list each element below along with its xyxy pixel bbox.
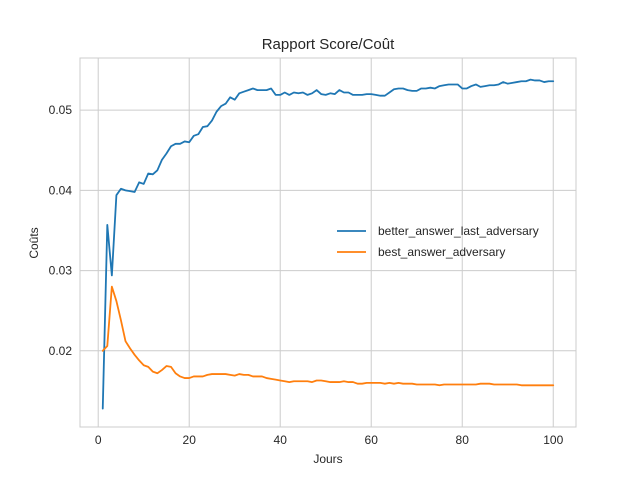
x-tick-label: 0 bbox=[95, 433, 102, 447]
series-line-best-answer-adversary bbox=[101, 285, 555, 387]
x-axis-label: Jours bbox=[313, 452, 342, 466]
x-tick-label: 40 bbox=[274, 433, 288, 447]
tick-labels: 0 20 40 60 80 100 0.02 0.03 0.04 0.05 bbox=[49, 103, 564, 447]
chart-title: Rapport Score/Coût bbox=[262, 36, 395, 53]
x-tick-label: 20 bbox=[183, 433, 197, 447]
plot-area bbox=[80, 58, 576, 427]
y-axis-label: Coûts bbox=[27, 227, 41, 258]
y-tick-label: 0.05 bbox=[49, 103, 73, 117]
y-tick-label: 0.04 bbox=[49, 183, 73, 197]
x-tick-label: 60 bbox=[365, 433, 379, 447]
legend-label-best-answer-adversary: best_answer_adversary bbox=[378, 245, 505, 259]
y-tick-label: 0.03 bbox=[49, 264, 73, 278]
series-line-better-answer-last-adversary bbox=[101, 78, 555, 410]
grid bbox=[79, 57, 577, 428]
legend: better_answer_last_adversary best_answer… bbox=[337, 224, 539, 259]
plot-frame bbox=[79, 57, 577, 428]
x-tick-label: 100 bbox=[543, 433, 563, 447]
series-layer bbox=[101, 78, 555, 410]
legend-label-better-answer-last-adversary: better_answer_last_adversary bbox=[378, 224, 539, 238]
x-tick-label: 80 bbox=[456, 433, 470, 447]
y-tick-label: 0.02 bbox=[49, 344, 73, 358]
